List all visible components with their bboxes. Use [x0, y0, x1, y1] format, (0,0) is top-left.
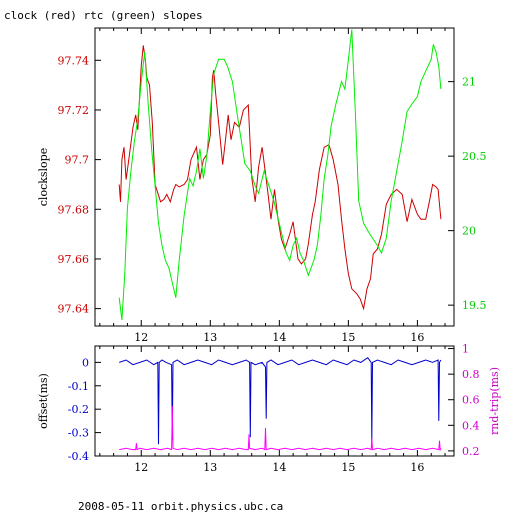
x-tick-label: 15	[341, 461, 355, 474]
y-right-tick-label: 21	[462, 76, 476, 89]
y-axis-label-right: rnd-trip(ms)	[488, 367, 501, 435]
y-left-tick-label: 97.72	[58, 104, 90, 117]
y-right-tick-label: 19.5	[462, 299, 487, 312]
y-left-tick-label: 97.7	[65, 154, 90, 167]
y-left-tick-label: -0.1	[68, 380, 89, 393]
series-line-clock	[118, 45, 442, 311]
y-left-tick-label: 0	[82, 356, 89, 369]
x-tick-label: 14	[272, 331, 286, 344]
y-left-tick-label: -0.4	[68, 450, 89, 463]
y-right-tick-label: 1	[462, 343, 469, 356]
y-right-tick-label: 0.4	[462, 419, 480, 432]
footer-text: 2008-05-11 orbit.physics.ubc.ca	[78, 500, 284, 513]
y-right-tick-label: 0.6	[462, 394, 480, 407]
series-line-offset	[119, 357, 442, 445]
y-left-tick-label: 97.68	[58, 203, 90, 216]
x-tick-label: 12	[134, 331, 148, 344]
x-tick-label: 16	[410, 331, 424, 344]
y-right-tick-label: 0.8	[462, 368, 480, 381]
y-left-tick-label: 97.64	[58, 303, 90, 316]
series-line-rtc	[118, 29, 442, 321]
y-left-tick-label: 97.66	[58, 253, 90, 266]
y-right-tick-label: 20	[462, 225, 476, 238]
y-left-tick-label: -0.2	[68, 403, 89, 416]
plot-frame-0	[94, 27, 455, 327]
x-tick-label: 15	[341, 331, 355, 344]
x-tick-label: 13	[203, 331, 217, 344]
chart-title: clock (red) rtc (green) slopes	[4, 9, 203, 22]
x-tick-label: 13	[203, 461, 217, 474]
y-left-tick-label: 97.74	[58, 54, 90, 67]
y-axis-label: clockslope	[37, 148, 50, 206]
y-right-tick-label: 20.5	[462, 150, 487, 163]
y-left-tick-label: -0.3	[68, 427, 89, 440]
x-tick-label: 14	[272, 461, 286, 474]
series-line-rnd-trip	[119, 406, 442, 452]
y-axis-label: offset(ms)	[37, 373, 50, 429]
x-tick-label: 16	[410, 461, 424, 474]
plot-frame-1	[94, 345, 455, 457]
x-tick-label: 12	[134, 461, 148, 474]
y-right-tick-label: 0.2	[462, 445, 480, 458]
